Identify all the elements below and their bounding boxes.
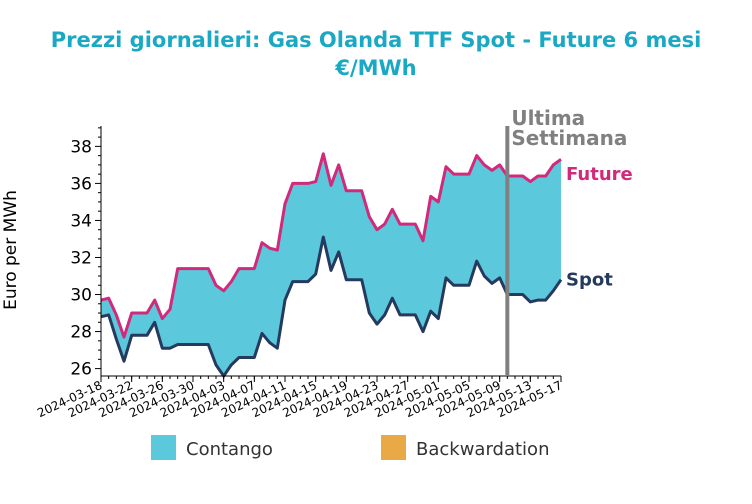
chart-title-line2: €/MWh (334, 56, 416, 80)
series-line-future (100, 152, 562, 339)
chart-title-line1: Prezzi giornalieri: Gas Olanda TTF Spot … (51, 28, 702, 52)
marker-label-line1: Ultima (511, 106, 585, 130)
plot-area: 262830323436382024-03-182024-03-222024-0… (35, 106, 633, 420)
y-tick-label: 32 (70, 248, 92, 268)
y-tick-label: 38 (70, 137, 92, 157)
y-tick-label: 30 (70, 286, 92, 306)
series-label-spot: Spot (566, 270, 613, 291)
y-axis-label: Euro per MWh (1, 190, 21, 310)
legend-swatch-backwardation (381, 435, 406, 460)
legend-label-contango: Contango (186, 439, 273, 460)
y-tick-label: 34 (70, 211, 92, 231)
series-line-spot (100, 235, 563, 378)
series-label-future: Future (566, 164, 633, 185)
y-tick-label: 28 (70, 323, 92, 343)
y-tick-label: 36 (70, 174, 92, 194)
legend: Contango Backwardation (151, 435, 549, 460)
legend-swatch-contango (151, 435, 176, 460)
y-tick-label: 26 (70, 360, 92, 380)
marker-label-line2: Settimana (511, 126, 627, 150)
legend-label-backwardation: Backwardation (416, 439, 549, 460)
